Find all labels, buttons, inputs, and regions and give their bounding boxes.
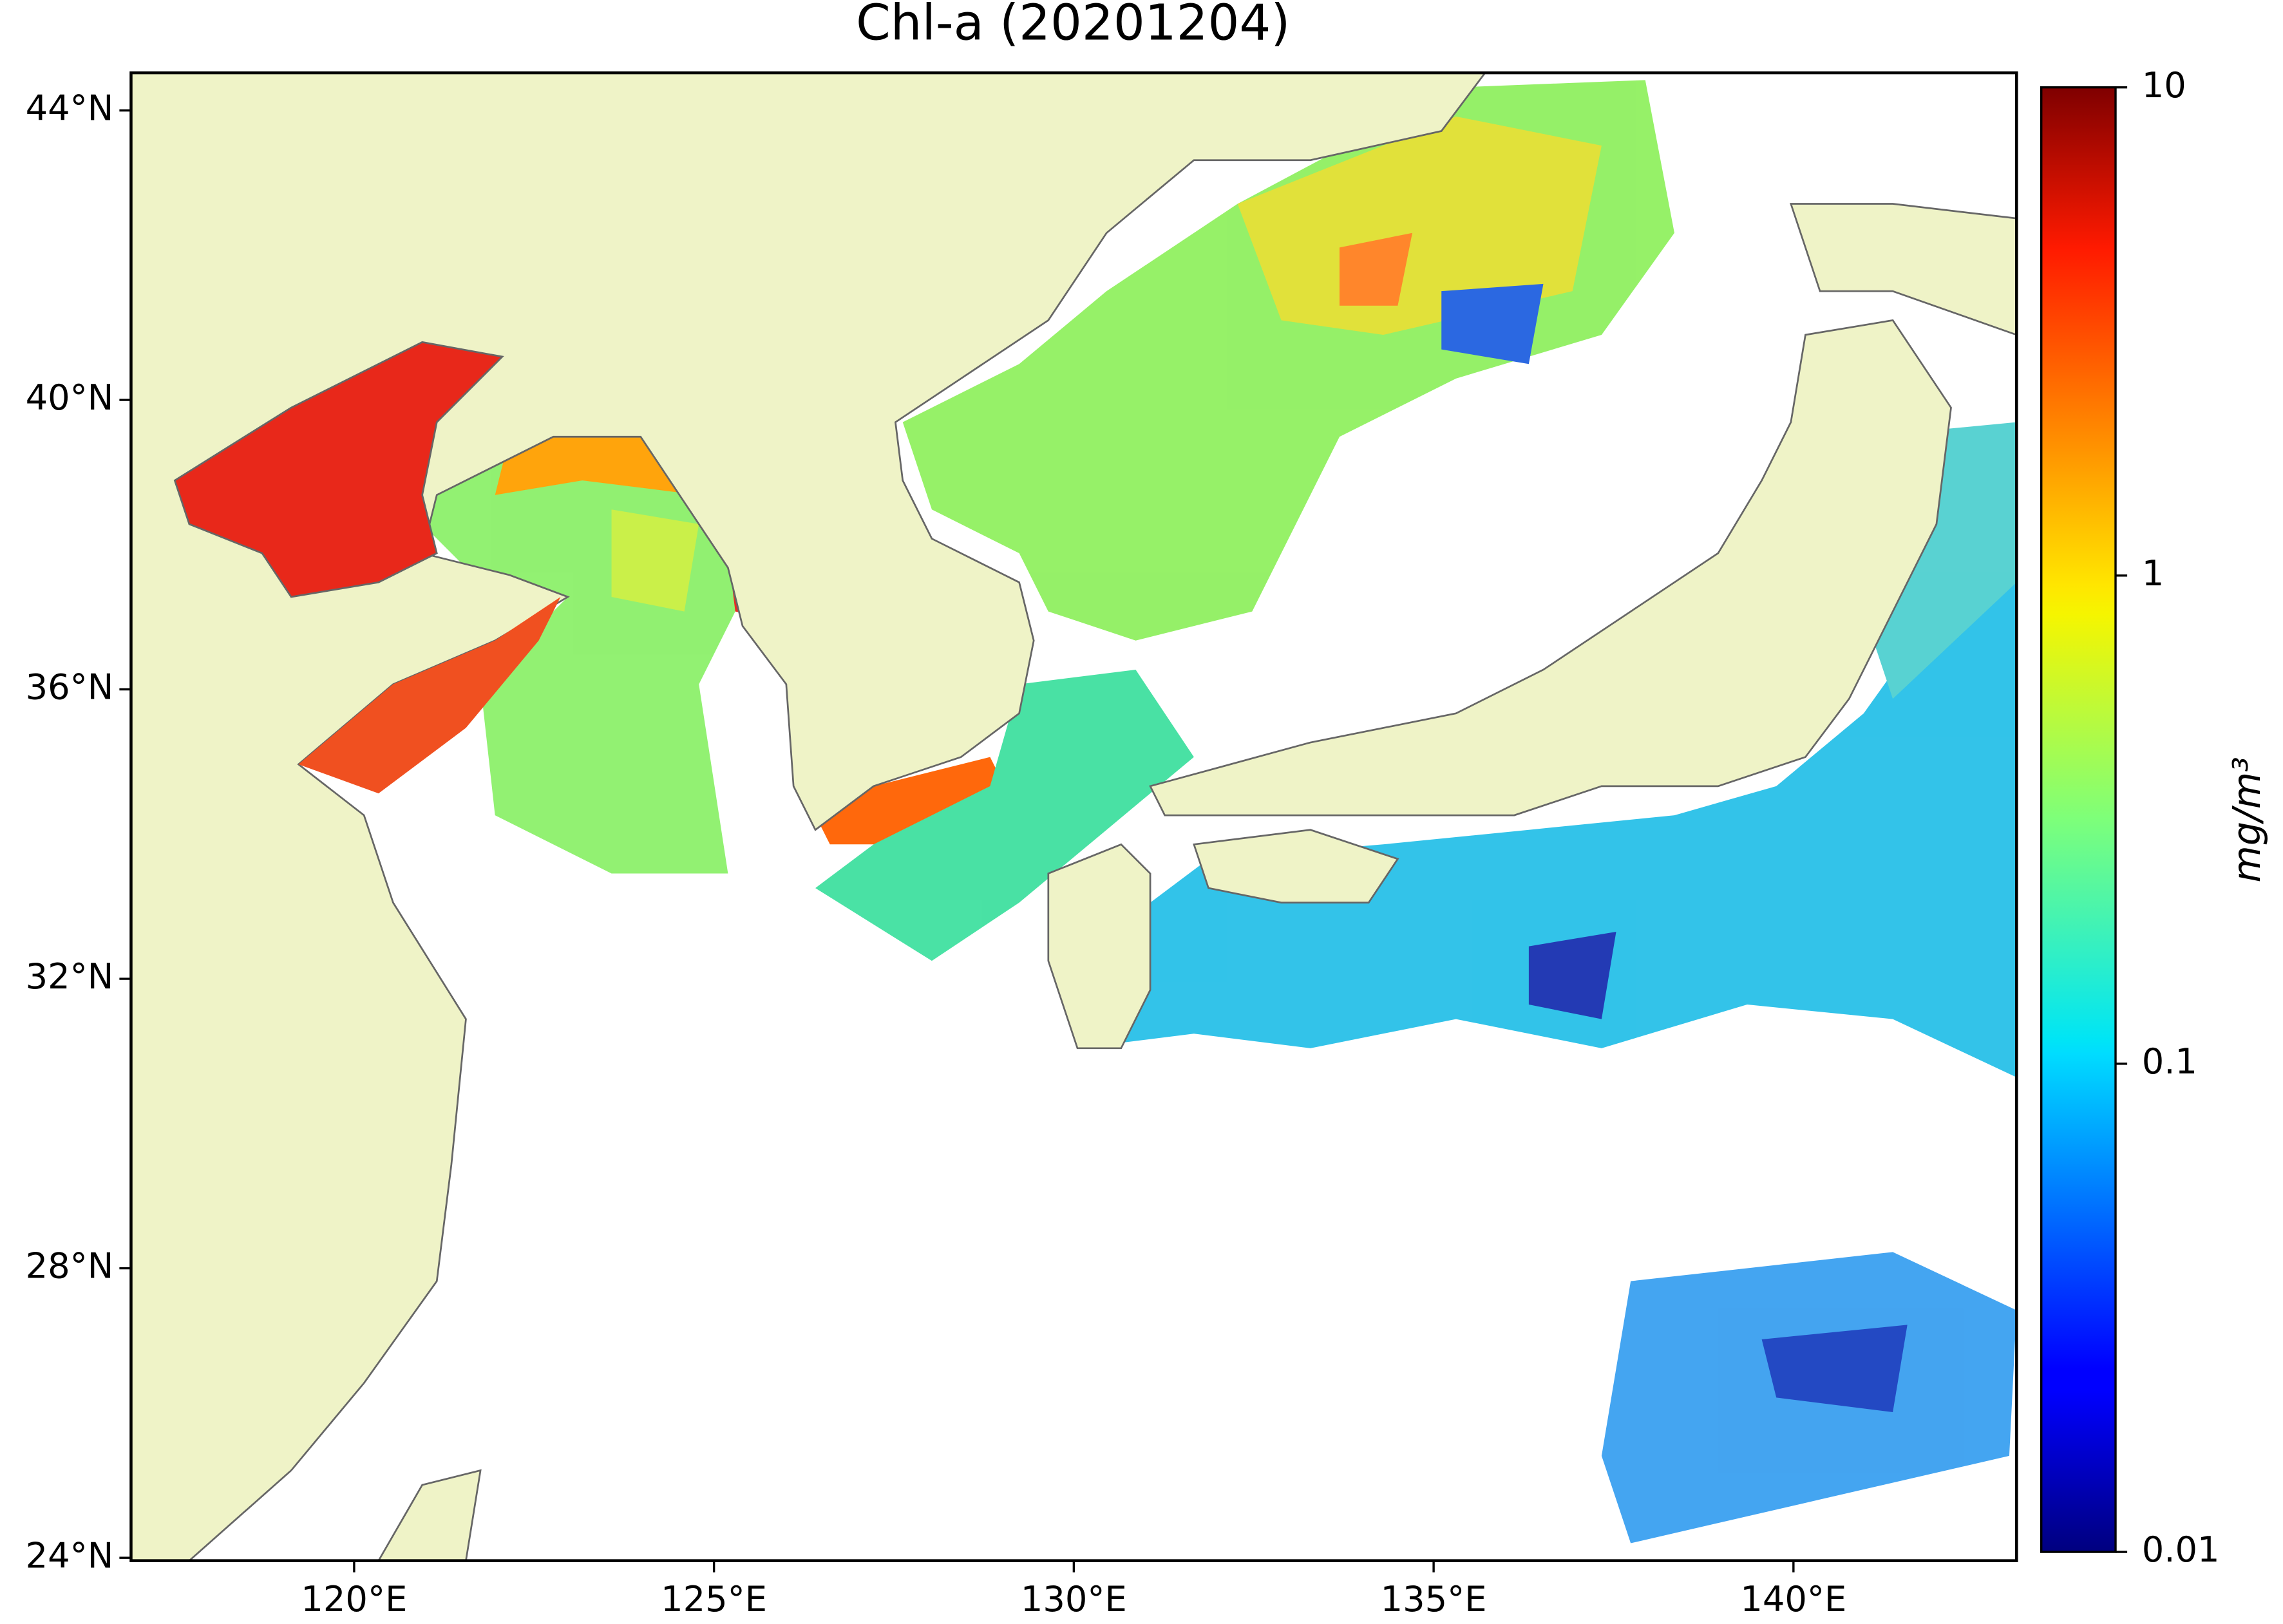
colorbar-tick-label: 10 bbox=[2142, 65, 2186, 106]
y-tick-label: 40°N bbox=[26, 377, 114, 418]
colorbar-label: mg/m³ bbox=[2224, 757, 2269, 882]
shandong-coast-chl bbox=[298, 596, 561, 794]
map-area bbox=[131, 73, 2017, 1561]
colorbar-tick-label: 1 bbox=[2142, 553, 2165, 594]
x-tick-label: 125°E bbox=[661, 1579, 767, 1619]
chart-title: Chl-a (20201204) bbox=[856, 0, 1290, 52]
x-tick-label: 135°E bbox=[1381, 1579, 1487, 1619]
y-tick-label: 24°N bbox=[26, 1535, 114, 1576]
x-tick-label: 120°E bbox=[301, 1579, 407, 1619]
x-tick-label: 130°E bbox=[1021, 1579, 1127, 1619]
y-tick-label: 36°N bbox=[26, 667, 114, 708]
y-tick-label: 44°N bbox=[26, 88, 114, 129]
colorbar bbox=[2040, 86, 2117, 1553]
colorbar-tick-label: 0.1 bbox=[2142, 1041, 2197, 1082]
y-tick-label: 28°N bbox=[26, 1246, 114, 1287]
bohai-sea bbox=[173, 341, 504, 598]
land bbox=[131, 73, 2017, 1561]
y-tick-label: 32°N bbox=[26, 956, 114, 997]
colorbar-tick-label: 0.01 bbox=[2142, 1529, 2220, 1570]
x-tick-label: 140°E bbox=[1740, 1579, 1846, 1619]
